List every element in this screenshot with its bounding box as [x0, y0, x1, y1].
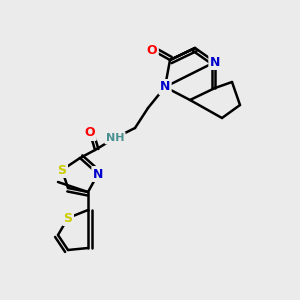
Text: NH: NH: [106, 133, 124, 143]
Text: N: N: [160, 80, 170, 94]
Text: O: O: [147, 44, 157, 56]
Text: S: S: [58, 164, 67, 176]
Text: S: S: [64, 212, 73, 224]
Text: N: N: [210, 56, 220, 68]
Text: O: O: [85, 127, 95, 140]
Text: N: N: [93, 167, 103, 181]
